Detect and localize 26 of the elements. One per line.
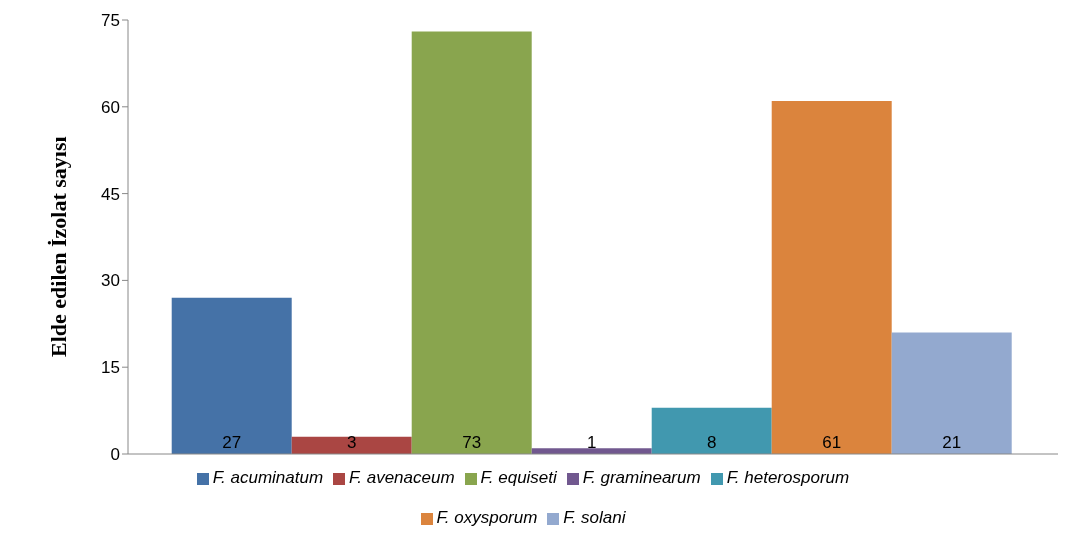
legend-label: F. graminearum: [582, 468, 701, 487]
legend-label: F. heterosporum: [726, 468, 850, 487]
legend-label: F. acuminatum: [212, 468, 324, 487]
data-label: 61: [822, 433, 842, 452]
y-tick-label: 75: [101, 11, 120, 31]
data-label: 27: [222, 433, 242, 452]
y-tick-label: 0: [110, 445, 120, 465]
data-label: 73: [462, 433, 482, 452]
y-tick-label: 15: [101, 358, 120, 378]
legend-label: F. equiseti: [480, 468, 557, 487]
legend-label: F. oxysporum: [436, 508, 538, 527]
data-label: 21: [942, 433, 962, 452]
bar: [171, 297, 292, 454]
data-label: 8: [706, 433, 717, 452]
bar: [891, 332, 1012, 454]
legend-label: F. avenaceum: [349, 468, 455, 487]
data-label: 1: [586, 433, 597, 452]
bar: [771, 101, 892, 454]
bar: [411, 31, 532, 454]
bar: [651, 407, 772, 454]
data-label: 3: [346, 433, 357, 452]
y-tick-label: 45: [101, 184, 120, 204]
y-axis-title: Elde edilen İzolat sayısı: [45, 136, 71, 357]
y-tick-label: 30: [101, 271, 120, 291]
y-tick-label: 60: [101, 97, 120, 117]
legend-label: F. solani: [563, 508, 626, 527]
